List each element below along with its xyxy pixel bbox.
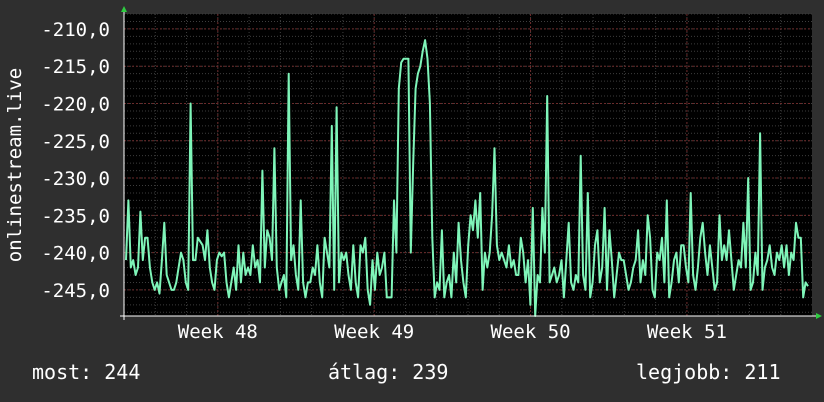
x-axis-ticks: Week 48 Week 49 Week 50 Week 51 bbox=[178, 321, 727, 343]
grid-major bbox=[124, 14, 812, 316]
x-tick-label: Week 51 bbox=[647, 321, 727, 343]
y-tick-label: -235,0 bbox=[41, 205, 110, 227]
x-tick-label: Week 48 bbox=[178, 321, 258, 343]
y-tick-label: -225,0 bbox=[41, 131, 110, 153]
stat-current: most: 244 bbox=[32, 360, 141, 384]
stat-best: legjobb: 211 bbox=[636, 360, 781, 384]
y-tick-label: -230,0 bbox=[41, 168, 110, 190]
stats-bar: most: 244 átlag: 239 legjobb: 211 bbox=[0, 360, 824, 390]
x-tick-label: Week 49 bbox=[334, 321, 414, 343]
y-tick-label: -245,0 bbox=[41, 280, 110, 302]
series-line bbox=[125, 39, 809, 317]
y-tick-label: -220,0 bbox=[41, 93, 110, 115]
x-axis-arrow-icon bbox=[816, 313, 822, 319]
y-tick-label: -210,0 bbox=[41, 19, 110, 41]
y-tick-label: -240,0 bbox=[41, 243, 110, 265]
axes bbox=[120, 6, 822, 320]
stat-average: átlag: 239 bbox=[328, 360, 449, 384]
x-tick-label: Week 50 bbox=[491, 321, 571, 343]
y-axis-ticks: -210,0 -215,0 -220,0 -225,0 -230,0 -235,0 -240… bbox=[41, 19, 110, 302]
y-axis-arrow-icon bbox=[121, 6, 127, 12]
y-axis-label: onlinestream.live bbox=[4, 68, 26, 262]
y-tick-label: -215,0 bbox=[41, 56, 110, 78]
